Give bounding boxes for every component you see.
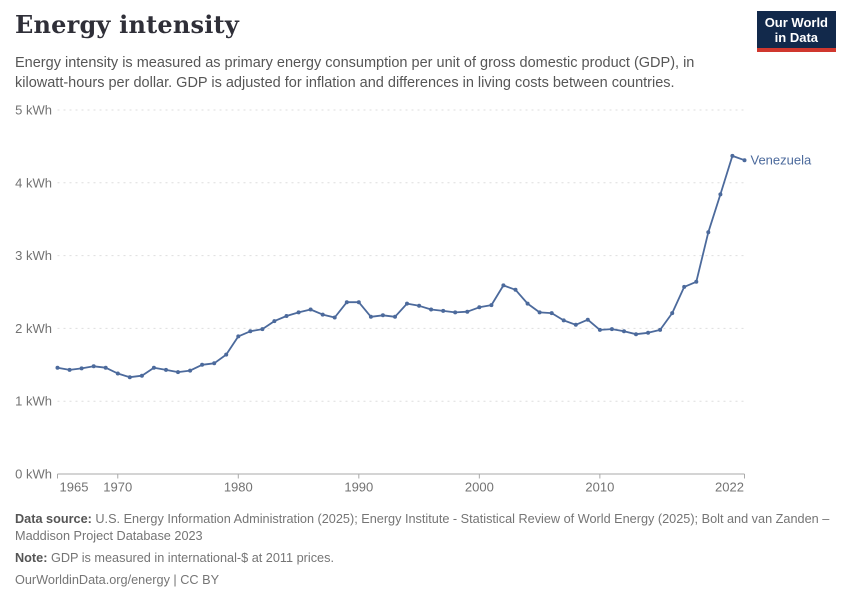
data-point-marker[interactable] <box>139 373 144 378</box>
data-point-marker[interactable] <box>79 366 84 371</box>
data-point-marker[interactable] <box>706 230 711 235</box>
data-point-marker[interactable] <box>646 330 651 335</box>
data-point-marker[interactable] <box>682 284 687 289</box>
data-point-marker[interactable] <box>188 368 193 373</box>
data-source-text: U.S. Energy Information Administration (… <box>15 512 830 543</box>
owid-logo[interactable]: Our World in Data <box>756 11 836 52</box>
note-line: Note: GDP is measured in international-$… <box>15 550 831 567</box>
data-point-marker[interactable] <box>670 311 675 316</box>
x-axis-tick-label: 2000 <box>465 480 494 495</box>
data-point-marker[interactable] <box>730 153 735 158</box>
data-point-marker[interactable] <box>561 318 566 323</box>
x-axis-tick-label: 1990 <box>344 480 373 495</box>
data-point-marker[interactable] <box>429 307 434 312</box>
data-point-marker[interactable] <box>718 192 723 197</box>
data-point-marker[interactable] <box>344 300 349 305</box>
data-point-marker[interactable] <box>176 370 180 375</box>
data-point-marker[interactable] <box>634 332 638 337</box>
data-source-label: Data source: <box>15 512 92 526</box>
page-title: Energy intensity <box>15 10 239 39</box>
data-point-marker[interactable] <box>272 319 277 324</box>
x-axis-tick-label: 2010 <box>585 480 614 495</box>
data-point-marker[interactable] <box>127 375 132 380</box>
y-axis-tick-label: 3 kWh <box>15 248 52 263</box>
data-point-marker[interactable] <box>248 329 253 334</box>
y-axis-tick-label: 2 kWh <box>15 321 52 336</box>
data-point-marker[interactable] <box>356 300 361 305</box>
entity-label[interactable]: Venezuela <box>751 153 812 168</box>
data-point-marker[interactable] <box>525 301 530 306</box>
data-point-marker[interactable] <box>405 301 409 306</box>
data-point-marker[interactable] <box>585 317 590 322</box>
data-point-marker[interactable] <box>549 311 554 316</box>
data-point-marker[interactable] <box>380 313 385 318</box>
data-point-marker[interactable] <box>296 310 301 315</box>
data-point-marker[interactable] <box>212 361 217 366</box>
data-point-marker[interactable] <box>260 327 265 332</box>
data-point-marker[interactable] <box>320 312 325 317</box>
line-chart[interactable]: 0 kWh 1 kWh 2 kWh 3 kWh 4 kWh 5 kWh 1965 1970 19… <box>0 0 850 505</box>
y-axis-tick-label: 5 kWh <box>15 103 52 118</box>
y-axis-tick-label: 1 kWh <box>15 394 52 409</box>
data-point-marker[interactable] <box>55 365 60 370</box>
series-line[interactable] <box>56 155 746 379</box>
y-axis-tick-label: 0 kWh <box>15 467 52 482</box>
owid-logo-line1: Our World <box>764 15 828 30</box>
data-point-marker[interactable] <box>465 309 470 314</box>
data-point-marker[interactable] <box>501 283 506 288</box>
data-point-marker[interactable] <box>417 303 422 308</box>
data-point-marker[interactable] <box>224 352 229 357</box>
data-point-marker[interactable] <box>477 305 482 310</box>
data-point-marker[interactable] <box>67 367 72 372</box>
data-point-marker[interactable] <box>91 364 96 369</box>
x-axis-tick-label: 2022 <box>715 480 744 495</box>
data-point-marker[interactable] <box>393 314 397 319</box>
data-point-marker[interactable] <box>332 315 337 320</box>
data-point-marker[interactable] <box>609 327 614 332</box>
data-point-marker[interactable] <box>236 334 241 339</box>
chart-subtitle: Energy intensity is measured as primary … <box>15 55 695 91</box>
data-point-marker[interactable] <box>115 371 120 376</box>
owid-logo-line2: in Data <box>774 30 819 45</box>
data-point-marker[interactable] <box>200 362 205 367</box>
data-point-marker[interactable] <box>622 329 626 334</box>
data-point-marker[interactable] <box>658 327 663 332</box>
chart-footer: Data source: U.S. Energy Information Adm… <box>15 511 831 594</box>
data-point-marker[interactable] <box>489 303 494 308</box>
data-point-marker[interactable] <box>164 367 168 372</box>
data-point-marker[interactable] <box>453 310 458 315</box>
y-axis-tick-label: 4 kWh <box>15 175 52 190</box>
data-point-marker[interactable] <box>537 310 542 315</box>
data-point-marker[interactable] <box>284 314 289 318</box>
data-point-marker[interactable] <box>368 314 373 319</box>
data-point-marker[interactable] <box>308 307 313 312</box>
data-point-marker[interactable] <box>742 158 747 163</box>
x-axis-tick-label: 1970 <box>103 480 132 495</box>
note-label: Note: <box>15 551 48 565</box>
note-text: GDP is measured in international-$ at 20… <box>50 551 334 565</box>
data-point-marker[interactable] <box>103 365 108 370</box>
data-point-marker[interactable] <box>597 327 602 332</box>
data-point-marker[interactable] <box>151 365 156 370</box>
data-point-marker[interactable] <box>694 279 699 284</box>
license-line: OurWorldinData.org/energy | CC BY <box>15 573 220 587</box>
data-point-marker[interactable] <box>573 322 578 327</box>
x-axis-tick-label: 1965 <box>60 480 89 495</box>
x-axis-tick-label: 1980 <box>224 480 253 495</box>
data-point-marker[interactable] <box>441 308 446 313</box>
data-point-marker[interactable] <box>513 287 518 292</box>
data-source-line: Data source: U.S. Energy Information Adm… <box>15 511 831 545</box>
